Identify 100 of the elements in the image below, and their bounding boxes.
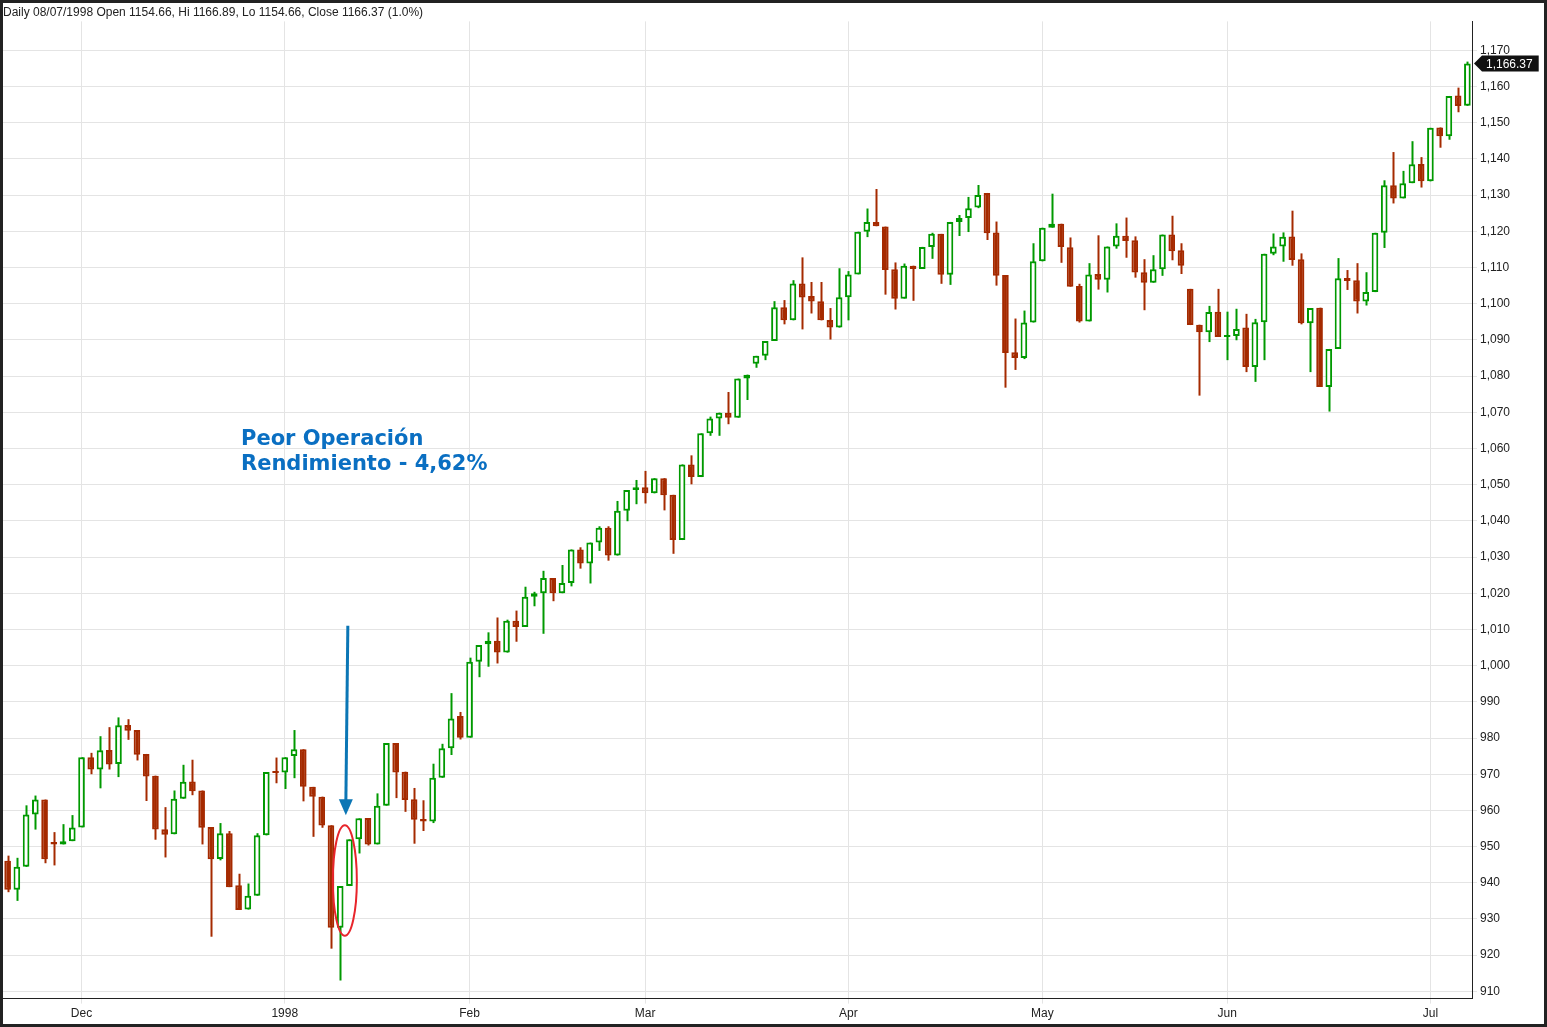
candlestick (1270, 232, 1277, 257)
candlestick (346, 838, 353, 888)
y-tick-label: 1,040 (1480, 513, 1511, 528)
candlestick (1279, 231, 1286, 263)
candlestick (226, 830, 233, 889)
candlestick (687, 454, 695, 486)
y-tick-label: 1,120 (1480, 223, 1511, 238)
y-tick-label: 930 (1480, 911, 1501, 926)
y-tick-label: 1,060 (1480, 440, 1511, 455)
y-tick-label: 1,050 (1480, 476, 1511, 491)
candlestick (965, 195, 972, 234)
candlestick (660, 477, 667, 512)
candlestick (68, 814, 76, 843)
candlestick (706, 415, 714, 437)
candlestick (974, 183, 982, 210)
y-tick-label: 990 (1480, 694, 1501, 709)
y-tick-label: 1,070 (1480, 404, 1511, 419)
y-tick-label: 1,030 (1480, 549, 1511, 564)
y-tick-label: 1,080 (1480, 368, 1511, 383)
candlestick (493, 616, 501, 665)
x-tick-label: Jun (1217, 1006, 1237, 1021)
y-tick-label: 1,020 (1480, 585, 1511, 600)
candlestick (1417, 156, 1425, 189)
y-tick-label: 950 (1480, 838, 1501, 853)
candlestick (651, 477, 658, 495)
chart-title: Daily 08/07/1998 Open 1154.66, Hi 1166.89, Lo 1154.66, Close 1166.37 (1.0%) (3, 4, 424, 19)
candlestick (235, 872, 242, 911)
candlestick (32, 794, 39, 831)
y-tick-label: 920 (1480, 947, 1501, 962)
candlestick (161, 806, 169, 859)
candlestick (549, 577, 557, 603)
candlestick (808, 280, 815, 315)
candlestick (1076, 282, 1083, 324)
y-tick-label: 1,150 (1480, 115, 1511, 130)
y-tick-label: 940 (1480, 875, 1501, 890)
candlestick (1233, 307, 1240, 342)
candlestick (1149, 254, 1157, 284)
y-tick-label: 1,140 (1480, 151, 1511, 166)
y-tick-label: 1,110 (1480, 259, 1510, 274)
candlestick (1168, 214, 1176, 262)
candlestick (1353, 262, 1360, 315)
x-tick-label: Jul (1422, 1006, 1439, 1021)
candlestick (1196, 323, 1203, 397)
candlestick (475, 644, 483, 679)
candlestick (623, 489, 630, 523)
candlestick (1011, 317, 1018, 371)
candlestick (142, 752, 150, 802)
y-tick-label: 970 (1480, 766, 1501, 781)
candlestick (882, 225, 889, 296)
candlestick (771, 300, 778, 342)
y-tick-label: 1,130 (1480, 187, 1511, 202)
candlestick (262, 771, 270, 837)
candlestick (1002, 274, 1009, 389)
x-tick-label: 1998 (271, 1006, 299, 1021)
x-tick-label: May (1031, 1006, 1054, 1021)
candlestick (1205, 304, 1213, 344)
candlestick (1362, 271, 1370, 307)
candlestick (1159, 233, 1166, 277)
candlestick (105, 726, 113, 771)
y-tick-label: 1,100 (1480, 296, 1511, 311)
candlestick (152, 774, 159, 841)
candlestick (540, 569, 547, 635)
candlestick (309, 785, 316, 838)
candlestick (189, 758, 196, 797)
x-tick-label: Feb (459, 1006, 481, 1021)
y-tick-label: 1,010 (1480, 621, 1511, 636)
candlestick (1427, 126, 1434, 183)
candlestick (817, 280, 824, 322)
x-tick-label: Dec (70, 1006, 93, 1021)
candlestick (1112, 222, 1120, 250)
y-tick-label: 1,170 (1480, 42, 1511, 57)
candlestick (577, 546, 584, 570)
candlestick (1464, 60, 1471, 107)
x-tick-label: Apr (839, 1006, 858, 1021)
candlestick (1399, 169, 1407, 200)
candlestick (457, 710, 464, 741)
candlestick (1343, 269, 1351, 291)
candlestick (355, 817, 363, 855)
x-tick-label: Mar (634, 1006, 656, 1021)
candlestick (281, 756, 289, 791)
y-tick-label: 980 (1480, 730, 1501, 745)
y-tick-label: 960 (1480, 802, 1501, 817)
candlestick (724, 391, 732, 426)
candlestick (586, 541, 593, 585)
annotation: Peor Operación Rendimiento - 4,62% (241, 425, 488, 475)
candlestick (845, 270, 852, 322)
candlestick (1039, 226, 1046, 263)
candlestick (955, 214, 963, 238)
candlestick (383, 742, 390, 807)
candlestick (512, 609, 520, 643)
candlestick (1306, 307, 1314, 374)
y-tick-label: 1,160 (1480, 78, 1511, 93)
y-tick-label: 910 (1480, 983, 1501, 998)
y-tick-label: 1,090 (1480, 332, 1511, 347)
candlestick (1223, 310, 1231, 362)
candlestick (1094, 234, 1102, 291)
candlestick (614, 499, 621, 557)
candlestick (124, 718, 132, 741)
candlestick (928, 231, 935, 260)
y-tick-label: 1,000 (1480, 657, 1511, 672)
